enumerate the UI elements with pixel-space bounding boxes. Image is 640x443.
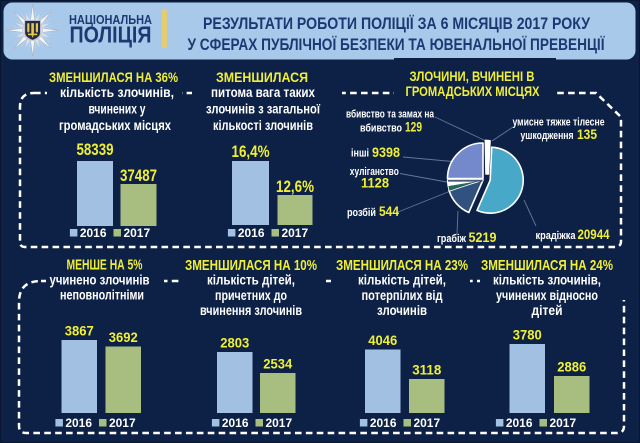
svg-text:вбивство та замах на: вбивство та замах на	[346, 109, 435, 121]
svg-text:кількість дітей,: кількість дітей,	[358, 273, 446, 288]
svg-text:ЗМЕНШИЛАСЯ НА 36%: ЗМЕНШИЛАСЯ НА 36%	[49, 70, 178, 86]
svg-text:громадських місцях: громадських місцях	[59, 118, 171, 133]
svg-text:20944: 20944	[578, 227, 610, 242]
svg-text:кількість дітей,: кількість дітей,	[207, 273, 295, 288]
svg-text:ЗМЕНШИЛАСЯ НА 24%: ЗМЕНШИЛАСЯ НА 24%	[481, 258, 613, 274]
svg-text:злочинів: злочинів	[377, 303, 427, 318]
svg-text:ушкодження: ушкодження	[521, 130, 574, 142]
svg-text:2017: 2017	[282, 226, 309, 240]
svg-text:ГРОМАДСЬКИХ МІСЦЯХ: ГРОМАДСЬКИХ МІСЦЯХ	[406, 83, 541, 99]
svg-text:кількість злочинів,: кількість злочинів,	[493, 273, 601, 288]
svg-text:2017: 2017	[550, 416, 577, 430]
svg-text:2017: 2017	[266, 416, 293, 430]
svg-text:9398: 9398	[372, 145, 400, 160]
svg-text:грабіж: грабіж	[437, 233, 466, 245]
svg-text:злочинів з загальної: злочинів з загальної	[206, 102, 321, 117]
svg-text:5219: 5219	[469, 230, 497, 245]
svg-text:умисне тяжке тілесне: умисне тяжке тілесне	[513, 117, 605, 129]
svg-text:129: 129	[405, 120, 422, 135]
svg-text:2886: 2886	[557, 359, 586, 375]
svg-text:РЕЗУЛЬТАТИ РОБОТИ ПОЛІЦІЇ ЗА 6: РЕЗУЛЬТАТИ РОБОТИ ПОЛІЦІЇ ЗА 6 МІСЯЦІВ 2…	[203, 14, 590, 33]
svg-text:ЗЛОЧИНИ, ВЧИНЕНІ В: ЗЛОЧИНИ, ВЧИНЕНІ В	[410, 68, 535, 84]
svg-text:2017: 2017	[124, 226, 151, 240]
svg-text:2016: 2016	[222, 416, 249, 430]
svg-text:2016: 2016	[80, 226, 107, 240]
svg-text:причетних до: причетних до	[215, 288, 287, 303]
svg-text:3780: 3780	[513, 327, 542, 343]
svg-text:НАЦІОНАЛЬНА: НАЦІОНАЛЬНА	[69, 12, 153, 27]
svg-text:3118: 3118	[412, 362, 441, 378]
svg-text:кількість злочинів,: кількість злочинів,	[60, 85, 174, 100]
svg-text:ЗМЕНШИЛАСЯ: ЗМЕНШИЛАСЯ	[216, 70, 308, 86]
svg-text:2534: 2534	[263, 356, 292, 372]
svg-text:2017: 2017	[414, 416, 441, 430]
svg-text:135: 135	[577, 127, 597, 142]
svg-text:потерпілих від: потерпілих від	[362, 288, 443, 303]
svg-text:учинено злочинів: учинено злочинів	[50, 272, 150, 287]
svg-text:розбій: розбій	[347, 207, 376, 219]
svg-text:вчинення злочинів: вчинення злочинів	[200, 303, 302, 318]
svg-text:неповнолітніми: неповнолітніми	[60, 288, 144, 303]
svg-text:2803: 2803	[220, 335, 249, 351]
svg-text:питома вага таких: питома вага таких	[211, 85, 315, 100]
svg-text:4046: 4046	[368, 332, 397, 348]
svg-text:вчинених у: вчинених у	[89, 102, 146, 117]
svg-text:учинених відносно: учинених відносно	[496, 288, 598, 303]
svg-text:16,4%: 16,4%	[232, 143, 270, 161]
svg-text:3692: 3692	[109, 329, 138, 345]
svg-text:хуліганство: хуліганство	[350, 166, 399, 178]
svg-text:12,6%: 12,6%	[276, 178, 314, 196]
svg-text:544: 544	[379, 204, 399, 219]
svg-text:2016: 2016	[65, 416, 92, 430]
svg-text:ЗМЕНШИЛАСЯ НА 23%: ЗМЕНШИЛАСЯ НА 23%	[336, 258, 468, 274]
svg-text:2016: 2016	[238, 226, 265, 240]
svg-text:У СФЕРАХ ПУБЛІЧНОЇ БЕЗПЕКИ ТА: У СФЕРАХ ПУБЛІЧНОЇ БЕЗПЕКИ ТА ЮВЕНАЛЬНОЇ…	[188, 35, 606, 54]
svg-text:1128: 1128	[361, 176, 389, 191]
svg-text:вбивство: вбивство	[360, 123, 402, 135]
svg-text:2016: 2016	[370, 416, 397, 430]
svg-text:ЗМЕНШИЛАСЯ НА 10%: ЗМЕНШИЛАСЯ НА 10%	[185, 258, 317, 274]
svg-text:2016: 2016	[506, 416, 533, 430]
svg-text:2017: 2017	[109, 416, 136, 430]
svg-text:3867: 3867	[65, 323, 94, 339]
svg-text:кількості злочинів: кількості злочинів	[213, 118, 313, 133]
svg-text:58339: 58339	[77, 141, 114, 159]
svg-text:крадіжка: крадіжка	[536, 230, 577, 242]
svg-text:МЕНШЕ НА 5%: МЕНШЕ НА 5%	[67, 258, 143, 274]
svg-text:ПОЛІЦІЯ: ПОЛІЦІЯ	[70, 22, 152, 48]
svg-text:інші: інші	[351, 148, 369, 160]
svg-text:дітей: дітей	[532, 303, 563, 318]
svg-text:37487: 37487	[120, 167, 157, 185]
